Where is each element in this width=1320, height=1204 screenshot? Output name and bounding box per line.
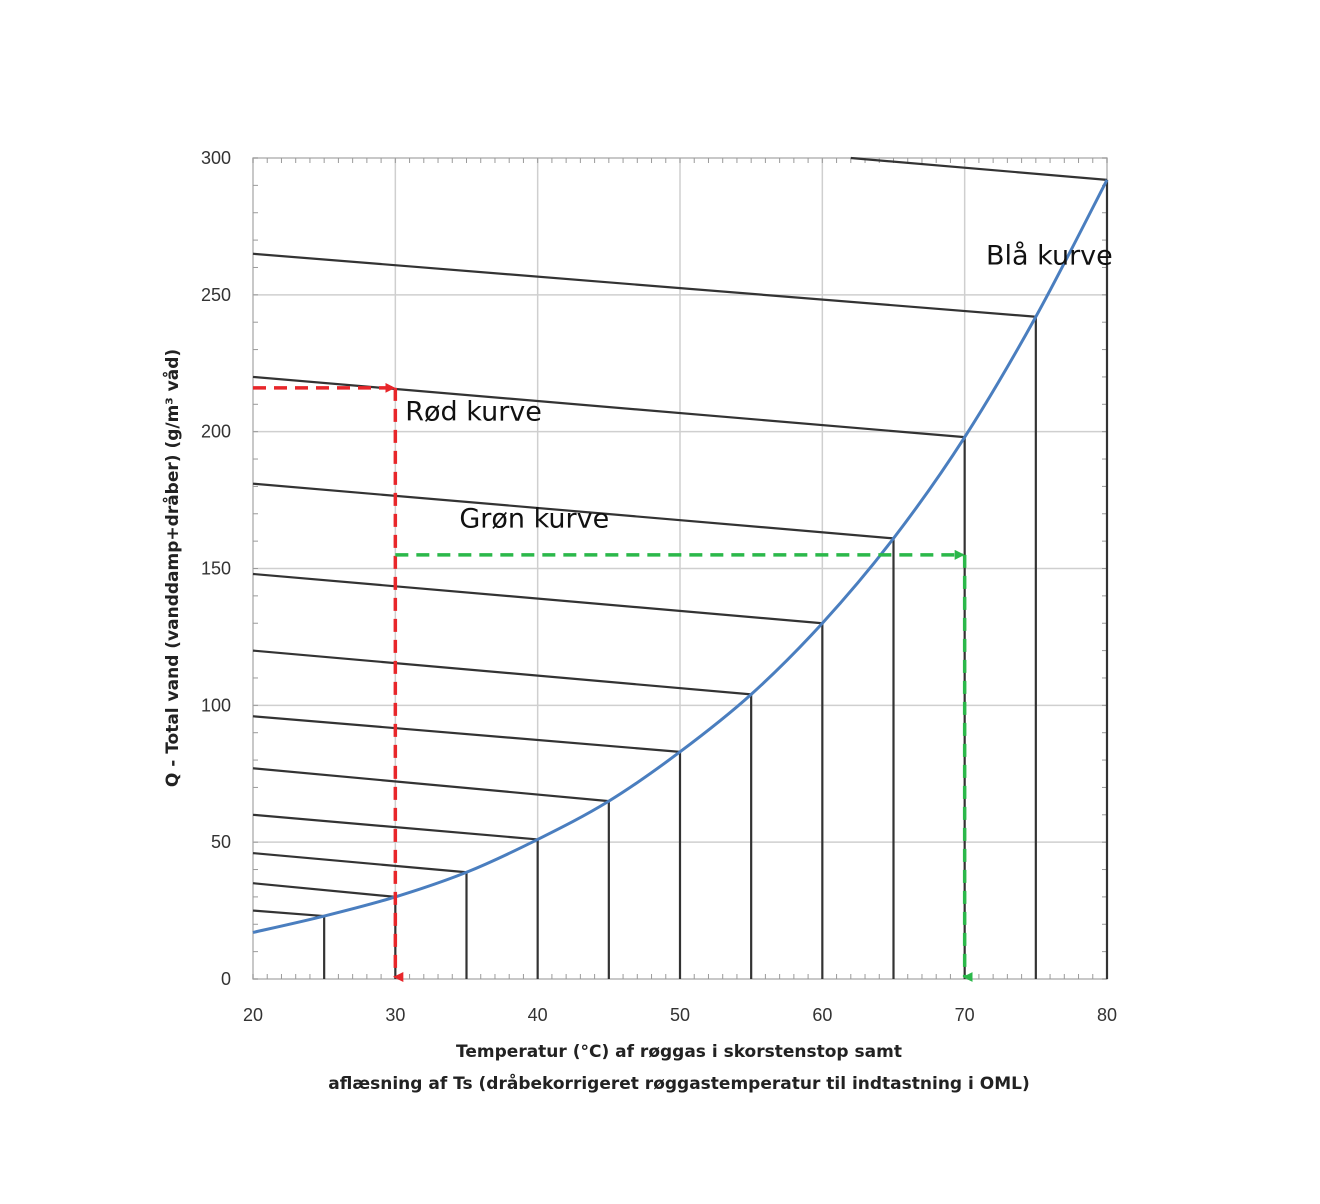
saturation-curve-line <box>252 179 1109 934</box>
y-tick-label-0: 0 <box>221 969 231 989</box>
isoline-6 <box>252 649 752 696</box>
isoline-3 <box>252 813 538 841</box>
isoline-4 <box>252 767 609 803</box>
y-tick-label-150: 150 <box>201 559 231 579</box>
guide-paths <box>253 382 973 982</box>
annotations: Blå kurve Rød kurve Grøn kurve <box>405 241 1112 535</box>
isoline-0 <box>252 909 325 918</box>
y-tick-label-100: 100 <box>201 695 231 715</box>
annotation-2: Grøn kurve <box>459 503 609 534</box>
vertical-lines <box>323 179 1109 979</box>
x-axis-title-line-1: Temperatur (°C) af røggas i skorstenstop… <box>456 1042 902 1062</box>
isoline-9 <box>252 375 965 439</box>
isoline-1 <box>252 882 396 898</box>
saturation-curve <box>252 179 1109 934</box>
y-tick-label-50: 50 <box>211 832 231 852</box>
isoline-11 <box>850 156 1108 181</box>
x-tick-label-80: 80 <box>1097 1005 1117 1025</box>
x-tick-label-20: 20 <box>243 1005 263 1025</box>
annotation-1: Rød kurve <box>405 397 542 428</box>
isoline-5 <box>252 715 681 753</box>
x-tick-label-30: 30 <box>385 1005 405 1025</box>
isoline-10 <box>252 252 1036 318</box>
isoline-8 <box>252 482 894 540</box>
isoline-7 <box>252 572 823 625</box>
x-tick-label-60: 60 <box>812 1005 832 1025</box>
x-tick-label-40: 40 <box>528 1005 548 1025</box>
isolines <box>252 156 1108 918</box>
y-tick-label-200: 200 <box>201 422 231 442</box>
y-axis-title: Q - Total vand (vanddamp+dråber) (g/m³ v… <box>161 349 183 787</box>
x-tick-label-70: 70 <box>955 1005 975 1025</box>
annotation-0: Blå kurve <box>986 241 1113 272</box>
y-tick-labels: 0 50 100 150 200 250 300 <box>201 148 231 989</box>
isoline-2 <box>252 852 467 874</box>
y-tick-label-250: 250 <box>201 285 231 305</box>
x-tick-label-50: 50 <box>670 1005 690 1025</box>
x-tick-labels: 20 30 40 50 60 70 80 <box>243 1005 1117 1025</box>
x-axis-title-line-2: aflæsning af Ts (dråbekorrigeret røggast… <box>328 1072 1029 1094</box>
y-tick-label-300: 300 <box>201 148 231 168</box>
